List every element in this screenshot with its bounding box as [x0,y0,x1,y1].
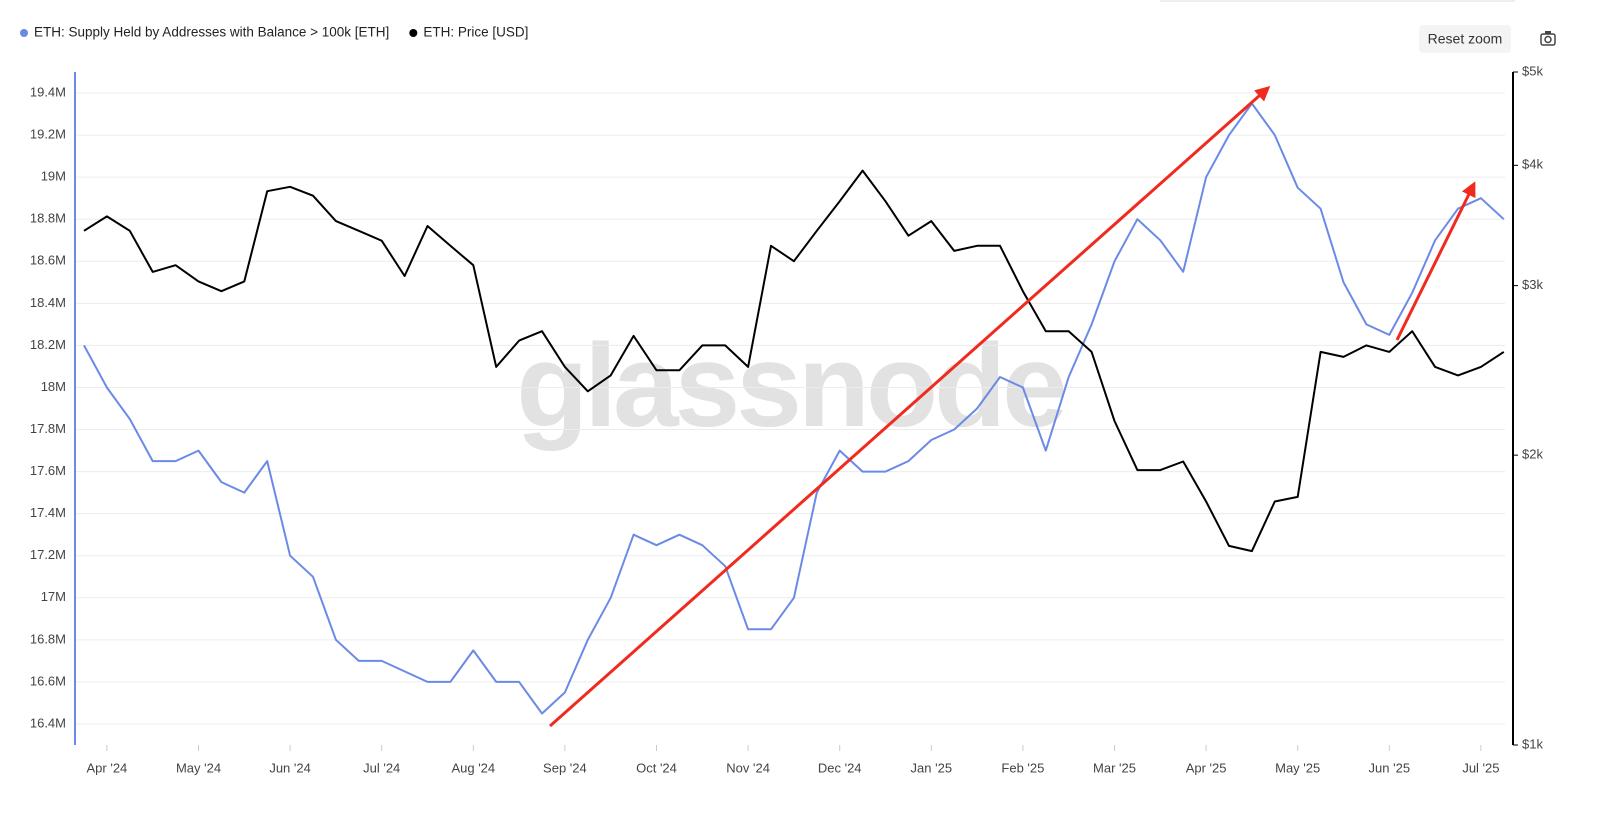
y-tick-label: 17.4M [30,505,66,520]
x-tick-label: Dec '24 [818,760,862,775]
x-tick-label: Oct '24 [636,760,677,775]
y-tick-label: 17.2M [30,547,66,562]
x-tick-label: Mar '25 [1093,760,1136,775]
annotation-arrow [1395,181,1476,341]
y-tick-label: 18.2M [30,337,66,352]
series-line [83,169,1505,553]
y-tick-label: 18.8M [30,211,66,226]
x-tick-label: Jan '25 [911,760,953,775]
y2-tick-label: $4k [1522,157,1543,172]
legend-marker [20,29,28,37]
x-tick-label: May '25 [1275,760,1320,775]
y-tick-label: 16.4M [30,715,66,730]
y-tick-label: 18.6M [30,253,66,268]
y-tick-label: 19M [41,169,66,184]
watermark: glassnode [516,320,1064,452]
reset-zoom[interactable]: Reset zoom [1419,25,1511,53]
y2-tick-label: $5k [1522,63,1543,78]
y-tick-label: 17.6M [30,463,66,478]
button-bg[interactable] [1419,25,1511,53]
y-tick-label: 18.4M [30,295,66,310]
x-tick-label: Jul '24 [363,760,400,775]
x-tick-label: Jun '25 [1369,760,1411,775]
x-tick-label: May '24 [176,760,221,775]
camera-icon[interactable] [1540,31,1556,46]
y2-tick-label: $2k [1522,447,1543,462]
x-tick-label: Aug '24 [451,760,495,775]
legend-marker [409,29,418,37]
x-tick-label: Jun '24 [269,760,311,775]
x-tick-label: Feb '25 [1001,760,1044,775]
y-tick-label: 18M [41,379,66,394]
x-tick-label: Nov '24 [726,760,770,775]
legend-label: ETH: Price [USD] [423,25,528,40]
y-tick-label: 19.4M [30,84,66,99]
y-tick-label: 17.8M [30,421,66,436]
y-tick-label: 19.2M [30,127,66,142]
series-line [83,102,1505,715]
button-label[interactable]: Reset zoom [1428,31,1503,47]
x-tick-label: Apr '25 [1186,760,1227,775]
y-tick-label: 16.8M [30,631,66,646]
toolbar-edge [1160,0,1515,2]
x-tick-label: Apr '24 [87,760,128,775]
legend-label: ETH: Supply Held by Addresses with Balan… [34,25,389,40]
annotation-arrow [549,86,1271,728]
y2-tick-label: $1k [1522,736,1543,751]
y-tick-label: 16.6M [30,673,66,688]
x-tick-label: Sep '24 [543,760,587,775]
y2-tick-label: $3k [1522,277,1543,292]
x-tick-label: Jul '25 [1462,760,1499,775]
y-tick-label: 17M [41,589,66,604]
